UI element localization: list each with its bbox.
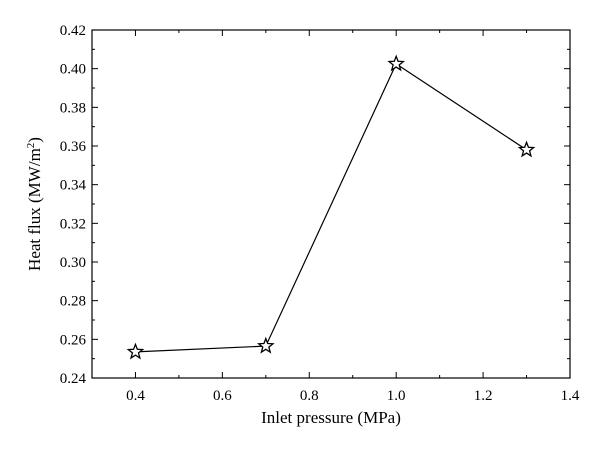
data-point-star-marker bbox=[517, 140, 536, 158]
y-tick-label: 0.30 bbox=[60, 255, 86, 271]
x-tick-label: 1.0 bbox=[387, 388, 406, 404]
data-point-star-marker bbox=[256, 336, 275, 354]
y-axis-title: Heat flux (MW/m2) bbox=[25, 137, 44, 271]
y-tick-label: 0.40 bbox=[60, 62, 86, 78]
data-point-star-marker bbox=[126, 342, 145, 360]
x-axis-ticks: 0.4 0.6 0.8 1.0 1.2 1.4 bbox=[91, 30, 580, 404]
y-axis-title-text: Heat flux (MW/m bbox=[25, 148, 44, 271]
y-axis-title-superscript: 2 bbox=[25, 143, 37, 149]
y-tick-label: 0.24 bbox=[60, 371, 87, 387]
y-axis-title-suffix: ) bbox=[25, 137, 44, 143]
y-tick-label: 0.32 bbox=[60, 216, 86, 232]
y-tick-label: 0.26 bbox=[60, 332, 87, 348]
y-axis-ticks: 0.24 0.26 0.28 0.30 0.32 0.34 0.36 0.38 0.40 0.42 bbox=[60, 23, 570, 387]
y-tick-label: 0.28 bbox=[60, 294, 86, 310]
x-tick-label: 0.8 bbox=[300, 388, 319, 404]
series-markers bbox=[126, 54, 536, 360]
x-tick-label: 0.4 bbox=[126, 388, 145, 404]
y-tick-label: 0.34 bbox=[60, 178, 87, 194]
data-point-star-marker bbox=[387, 54, 406, 72]
x-tick-label: 1.2 bbox=[474, 388, 493, 404]
y-tick-label: 0.42 bbox=[60, 23, 86, 39]
y-tick-label: 0.38 bbox=[60, 100, 86, 116]
series-line bbox=[135, 62, 527, 353]
x-axis-title: Inlet pressure (MPa) bbox=[261, 408, 401, 427]
x-tick-label: 0.6 bbox=[213, 388, 232, 404]
x-tick-label: 1.4 bbox=[561, 388, 580, 404]
y-tick-label: 0.36 bbox=[60, 139, 87, 155]
